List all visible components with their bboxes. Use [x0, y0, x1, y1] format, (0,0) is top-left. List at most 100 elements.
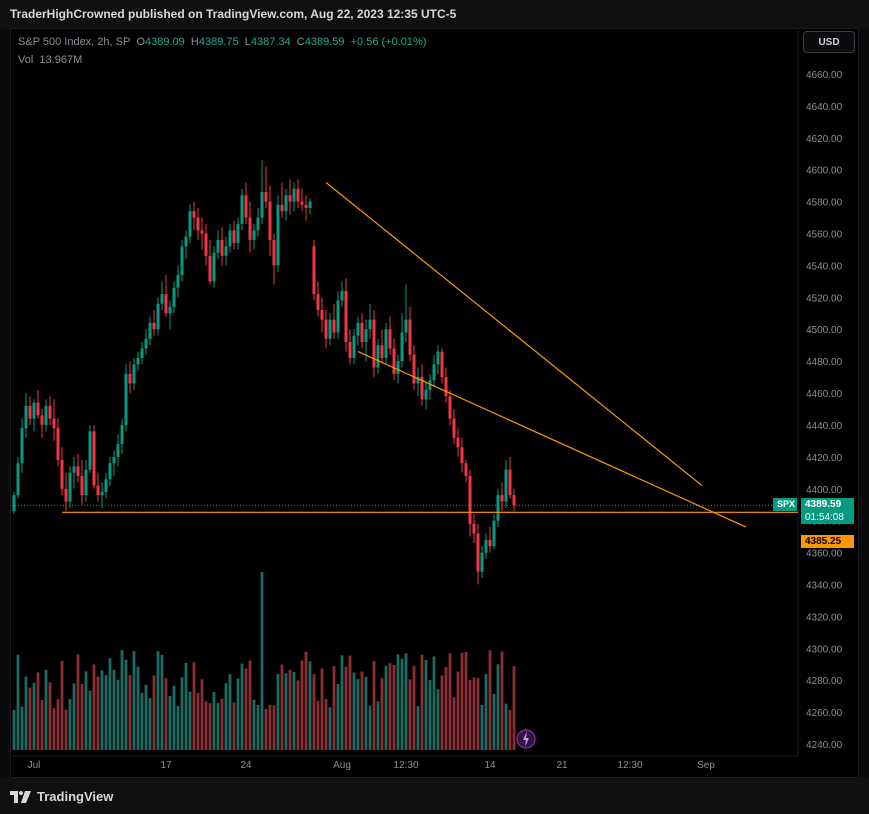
candle-body — [276, 204, 280, 266]
candle-body — [48, 405, 52, 419]
volume-bar — [412, 665, 416, 750]
volume-bar — [360, 671, 364, 750]
volume-bar — [336, 684, 340, 750]
candle-body — [20, 428, 24, 464]
volume-bar — [264, 708, 268, 750]
volume-bar — [492, 693, 496, 750]
volume-bar — [384, 665, 388, 750]
candle-body — [84, 469, 88, 496]
candle-body — [208, 255, 212, 282]
x-tick-label: 12:30 — [393, 760, 418, 771]
y-tick-label: 4620.00 — [806, 134, 843, 145]
volume-bar — [152, 675, 156, 750]
candle-body — [372, 319, 376, 368]
candle-body — [100, 491, 104, 496]
candle-body — [444, 377, 448, 397]
candle-body — [344, 290, 348, 342]
candle-body — [136, 357, 140, 365]
volume-bar — [464, 651, 468, 750]
candle-body — [72, 466, 76, 473]
candle-body — [384, 329, 388, 358]
volume-bar — [108, 658, 112, 750]
symbol-title[interactable]: S&P 500 Index, 2h, SP — [18, 36, 131, 48]
candle-body — [204, 233, 208, 256]
candle-body — [428, 380, 432, 390]
candle-body — [200, 230, 204, 234]
volume-bar — [192, 662, 196, 750]
volume-bar — [496, 664, 500, 750]
volume-bar — [92, 664, 96, 750]
low-value: 4387.34 — [250, 36, 291, 48]
y-tick-label: 4420.00 — [806, 453, 843, 464]
volume-bar — [240, 663, 244, 750]
volume-bar — [444, 666, 448, 750]
volume-bar — [144, 684, 148, 750]
vol-label[interactable]: Vol — [18, 54, 34, 66]
tradingview-icon — [10, 790, 31, 803]
candle-body — [420, 377, 424, 400]
volume-bar — [204, 701, 208, 750]
volume-bar — [348, 655, 352, 750]
volume-bar — [280, 664, 284, 750]
volume-bar — [476, 678, 480, 750]
candle-body — [152, 322, 156, 330]
volume-bar — [188, 691, 192, 750]
volume-bar — [56, 699, 60, 750]
bottom-bar — [0, 778, 869, 814]
candle-body — [216, 239, 220, 253]
candle-body — [188, 211, 192, 237]
volume-bar — [44, 669, 48, 750]
volume-bar — [368, 705, 372, 750]
countdown-tag: 01:54:08 — [801, 511, 854, 525]
volume-bar — [244, 668, 248, 750]
y-tick-label: 4480.00 — [806, 357, 843, 368]
volume-bar — [136, 666, 140, 750]
volume-bar — [168, 696, 172, 750]
currency-button[interactable]: USD — [803, 31, 855, 53]
volume-bar — [324, 698, 328, 750]
candle-body — [88, 431, 92, 470]
volume-bar — [180, 677, 184, 750]
volume-bar — [84, 671, 88, 750]
candle-body — [296, 188, 300, 202]
candle-body — [396, 361, 400, 374]
candle-body — [224, 246, 228, 256]
volume-bar — [416, 705, 420, 750]
volume-bar — [484, 674, 488, 750]
candle-body — [240, 195, 244, 224]
volume-bar — [36, 672, 40, 750]
volume-bar — [312, 674, 316, 750]
x-tick-label: 24 — [240, 760, 252, 771]
volume-bar — [392, 664, 396, 750]
volume-bar — [408, 679, 412, 750]
candle-body — [172, 287, 176, 307]
volume-bar — [316, 700, 320, 750]
volume-bar — [448, 653, 452, 750]
chart-panel[interactable] — [10, 28, 859, 778]
volume-bar — [12, 710, 16, 750]
candle-body — [108, 463, 112, 480]
candle-body — [120, 424, 124, 445]
candle-body — [392, 348, 396, 374]
volume-bar — [376, 701, 380, 750]
y-tick-label: 4540.00 — [806, 261, 843, 272]
x-tick-label: Sep — [697, 760, 715, 771]
volume-bar — [308, 661, 312, 750]
volume-bar — [72, 683, 76, 750]
volume-bar — [248, 660, 252, 750]
low-label: L — [244, 36, 251, 48]
y-tick-label: 4460.00 — [806, 389, 843, 400]
candle-body — [316, 294, 320, 311]
volume-bar — [176, 706, 180, 750]
vol-value: 13.967M — [39, 54, 83, 66]
volume-bar — [452, 697, 456, 750]
x-tick-label: 17 — [160, 760, 172, 771]
volume-bar — [120, 650, 124, 750]
close-value: 4389.59 — [304, 36, 345, 48]
candle-body — [404, 319, 408, 333]
candle-body — [452, 418, 456, 438]
volume-bar — [132, 650, 136, 750]
tradingview-logo[interactable]: TradingView — [10, 789, 113, 804]
candle-body — [272, 239, 276, 266]
